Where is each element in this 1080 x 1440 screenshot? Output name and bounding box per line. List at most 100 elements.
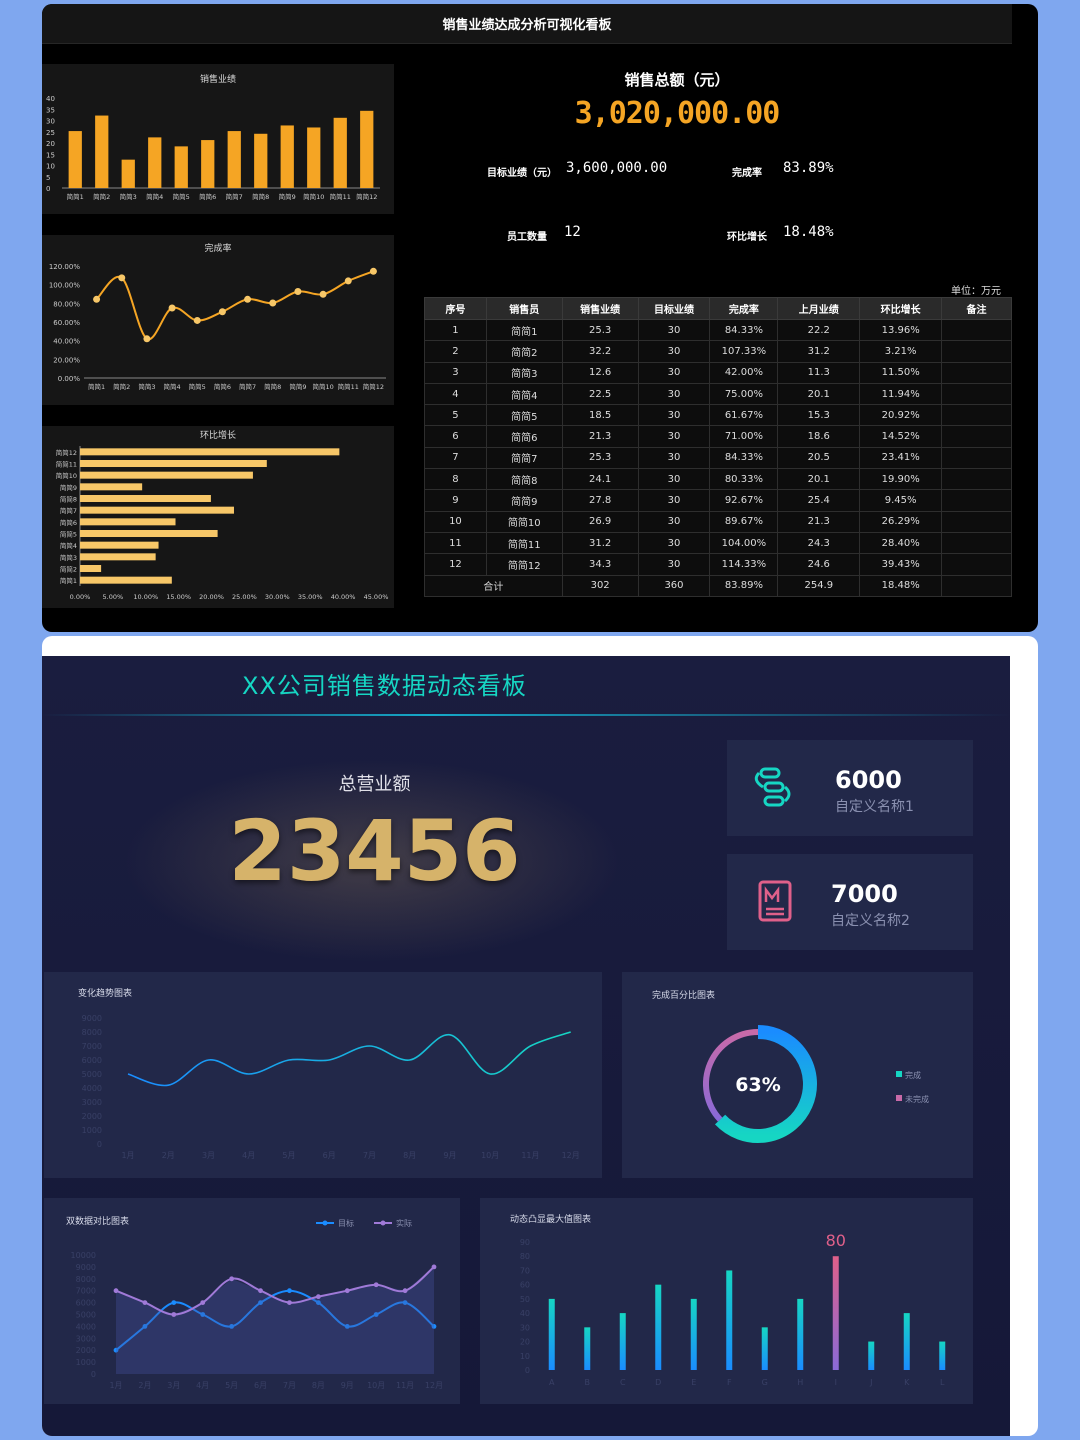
y-tick-label: 35 [46, 106, 55, 114]
x-tick-label: 9月 [443, 1151, 456, 1160]
kpi-card-2-value: 7000 [831, 880, 898, 908]
x-tick-label: 简简8 [264, 382, 281, 391]
table-header-cell: 备注 [941, 297, 1012, 320]
staff-label: 员工数量 [507, 232, 547, 243]
hbar [80, 565, 102, 572]
table-cell: 30 [637, 340, 711, 363]
x-tick-label: E [691, 1378, 696, 1387]
completion-donut-panel: 完成百分比图表 63% 完成 未完成 [622, 972, 973, 1178]
table-row: 12 简简12 34.3 30 114.33% 24.6 39.43% [424, 553, 1012, 576]
x-tick-label: 45.00% [364, 593, 389, 601]
table-cell: 简简2 [485, 340, 563, 363]
data-point [193, 316, 201, 324]
rate-line [95, 270, 374, 341]
trend-line-chart: 变化趋势图表 0 1000 2000 3000 4000 5000 6000 7000 8000 9… [78, 987, 580, 1160]
table-cell: 114.33% [709, 553, 779, 576]
table-header-cell: 销售员 [485, 297, 563, 320]
table-cell: 简简11 [485, 531, 563, 555]
max-value-label: 80 [826, 1231, 846, 1250]
table-cell: 11.50% [859, 361, 943, 384]
y-tick-label: 0.00% [58, 375, 81, 383]
table-cell: 104.00% [709, 531, 779, 555]
data-point [373, 1312, 379, 1317]
legend-swatch [896, 1071, 902, 1077]
x-tick-label: 0.00% [70, 593, 91, 601]
hbar [80, 530, 218, 537]
x-tick-label: 35.00% [298, 593, 323, 601]
y-tick-label: 简简9 [60, 483, 77, 492]
x-tick-label: 简简10 [303, 192, 324, 201]
data-point [431, 1264, 437, 1270]
table-cell: 简简5 [485, 404, 563, 427]
series-line [115, 1266, 435, 1316]
table-total-cell: 18.48% [859, 574, 943, 597]
y-tick-label: 0 [525, 1366, 530, 1375]
x-tick-label: B [585, 1378, 591, 1387]
table-header-cell: 销售业绩 [561, 297, 639, 320]
x-tick-label: 简简2 [113, 382, 130, 391]
x-tick-label: 10月 [367, 1381, 385, 1390]
table-cell: 84.33% [709, 446, 779, 470]
y-tick-label: 0 [97, 1140, 102, 1149]
table-row: 10 简简10 26.9 30 89.67% 21.3 26.29% [424, 510, 1012, 533]
x-tick-label: 8月 [312, 1381, 325, 1390]
table-cell: 3.21% [859, 340, 943, 363]
bar [690, 1298, 697, 1370]
rate-label: 完成率 [732, 168, 762, 179]
table-header-cell: 序号 [424, 297, 487, 320]
data-point [258, 1300, 263, 1305]
donut-slice [715, 1025, 817, 1143]
y-tick-label: 20 [46, 140, 55, 148]
x-tick-label: 简简7 [226, 192, 243, 201]
y-tick-label: 40 [520, 1309, 530, 1318]
table-cell: 30 [637, 446, 711, 470]
table-total-cell [941, 574, 1012, 597]
table-cell: 19.90% [859, 468, 943, 491]
legend-marker [380, 1220, 386, 1226]
table-cell: 22.2 [777, 318, 861, 342]
table-total-cell: 254.9 [777, 574, 861, 597]
dashboard-title: XX公司销售数据动态看板 [242, 672, 527, 700]
x-tick-label: 6月 [254, 1381, 267, 1390]
table-cell: 31.2 [561, 531, 639, 555]
y-tick-label: 5 [46, 174, 50, 182]
table-total-cell: 302 [561, 574, 639, 597]
table-cell: 30 [637, 531, 711, 555]
table-cell: 14.52% [859, 425, 943, 448]
table-cell: 简简1 [485, 318, 563, 342]
table-cell [941, 425, 1012, 448]
x-tick-label: 简简6 [214, 382, 231, 391]
growth-label: 环比增长 [727, 232, 767, 243]
x-tick-label: I [835, 1378, 837, 1387]
table-header-cell: 上月业绩 [777, 297, 861, 320]
bar [148, 137, 162, 188]
x-tick-label: 30.00% [265, 593, 290, 601]
data-point [344, 1324, 350, 1329]
y-tick-label: 简简7 [60, 506, 77, 515]
y-tick-label: 简简1 [60, 576, 77, 585]
unit-label: 单位：万元 [951, 286, 1001, 297]
y-tick-label: 简简3 [60, 553, 77, 562]
hbar [80, 495, 211, 502]
x-tick-label: 1月 [121, 1151, 134, 1160]
y-tick-label: 简简8 [60, 494, 77, 503]
bar [227, 131, 241, 188]
data-point [244, 295, 252, 303]
table-cell: 27.8 [561, 489, 639, 512]
chart-title: 完成百分比图表 [652, 989, 715, 1001]
y-tick-label: 0 [46, 185, 50, 193]
table-cell: 简简6 [485, 425, 563, 448]
sales-bar-panel: 销售业绩 0 5 10 15 20 25 30 35 40 简简1 简简2 简简3 简简4 简简5 简简6 简简… [42, 64, 394, 214]
data-point [269, 299, 277, 307]
table-total-cell: 合计 [424, 574, 563, 597]
bar [868, 1341, 875, 1370]
legend-label: 完成 [905, 1070, 921, 1080]
sales-total-label: 销售总额（元） [624, 71, 730, 89]
y-tick-label: 简简4 [60, 541, 77, 550]
table-cell: 4 [424, 382, 487, 406]
x-tick-label: 简简11 [330, 192, 351, 201]
x-tick-label: 简简4 [164, 382, 181, 391]
x-tick-label: 简简10 [312, 382, 333, 391]
table-cell: 89.67% [709, 510, 779, 533]
x-tick-label: 3月 [167, 1381, 180, 1390]
